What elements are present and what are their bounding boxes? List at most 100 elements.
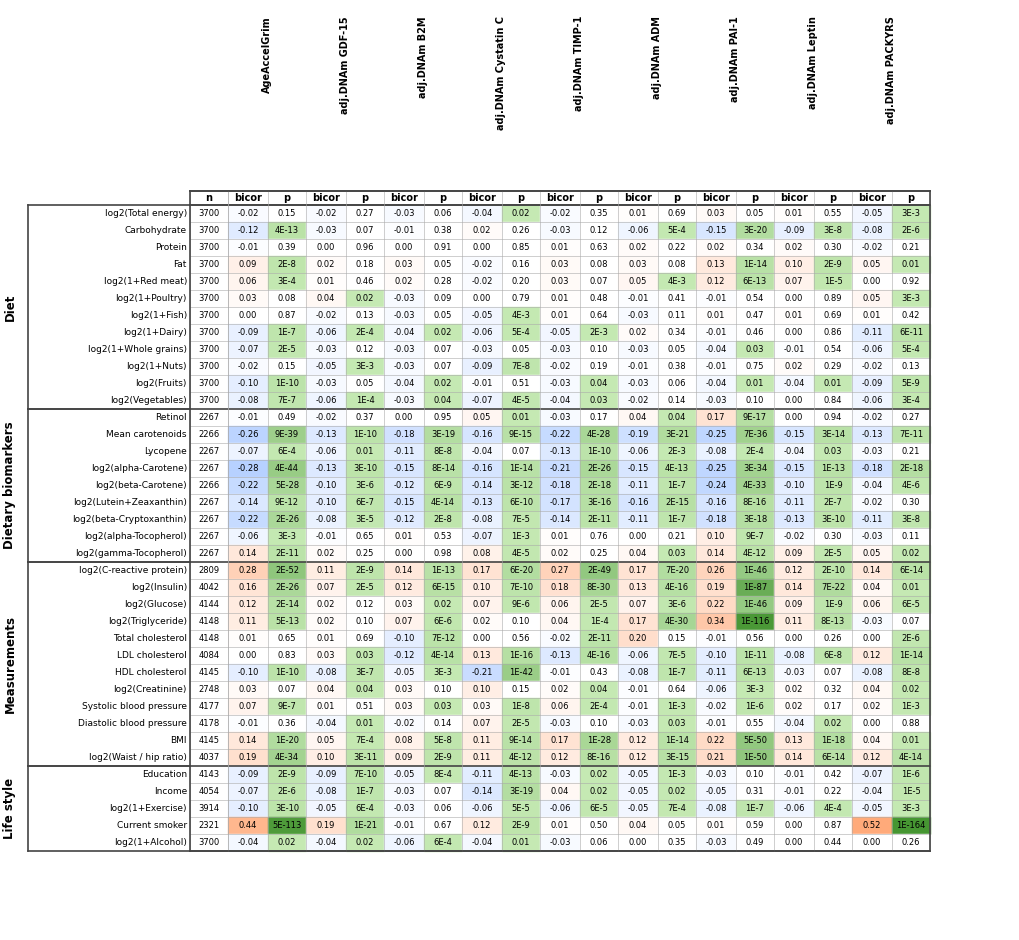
Text: 0.03: 0.03: [706, 209, 725, 218]
Bar: [462, 715, 501, 732]
Bar: [657, 732, 695, 749]
Text: 0.89: 0.89: [823, 294, 842, 303]
Text: -0.02: -0.02: [783, 532, 804, 541]
Text: 0.02: 0.02: [473, 617, 491, 626]
Text: 0.02: 0.02: [784, 243, 802, 252]
Bar: [306, 800, 345, 817]
Text: 8E-8: 8E-8: [901, 668, 919, 677]
Bar: [813, 324, 851, 341]
Bar: [773, 324, 813, 341]
Text: 4037: 4037: [198, 753, 219, 762]
Bar: [773, 460, 813, 477]
Text: 5E-113: 5E-113: [272, 821, 302, 830]
Bar: [736, 290, 773, 307]
Bar: [618, 613, 657, 630]
Bar: [501, 273, 539, 290]
Text: 0.22: 0.22: [823, 787, 842, 796]
Text: 0.00: 0.00: [862, 719, 880, 728]
Text: 0.02: 0.02: [901, 685, 919, 694]
Bar: [618, 375, 657, 392]
Bar: [424, 460, 462, 477]
Text: 0.94: 0.94: [823, 413, 842, 422]
Text: 0.43: 0.43: [589, 668, 607, 677]
Bar: [501, 324, 539, 341]
Text: 0.63: 0.63: [589, 243, 607, 252]
Text: 0.00: 0.00: [628, 532, 646, 541]
Text: 0.12: 0.12: [238, 600, 257, 609]
Text: 0.02: 0.02: [628, 328, 646, 337]
Text: -0.04: -0.04: [471, 209, 492, 218]
Bar: [228, 732, 268, 749]
Bar: [383, 290, 424, 307]
Text: 0.41: 0.41: [667, 294, 686, 303]
Text: 0.38: 0.38: [667, 362, 686, 371]
Bar: [424, 290, 462, 307]
Bar: [268, 392, 306, 409]
Bar: [892, 392, 929, 409]
Text: 0.00: 0.00: [473, 243, 491, 252]
Text: 4148: 4148: [199, 617, 219, 626]
Bar: [268, 375, 306, 392]
Text: 0.05: 0.05: [433, 260, 451, 269]
Bar: [813, 596, 851, 613]
Text: 0.87: 0.87: [823, 821, 842, 830]
Text: 4145: 4145: [199, 736, 219, 745]
Bar: [228, 647, 268, 664]
Text: -0.19: -0.19: [627, 430, 648, 439]
Text: -0.02: -0.02: [860, 243, 881, 252]
Text: 0.13: 0.13: [706, 260, 725, 269]
Text: 0.10: 0.10: [473, 685, 491, 694]
Text: 0.85: 0.85: [512, 243, 530, 252]
Text: 0.02: 0.02: [317, 260, 335, 269]
Text: 0.05: 0.05: [433, 311, 451, 320]
Bar: [773, 205, 813, 222]
Text: 0.38: 0.38: [433, 226, 451, 235]
Text: -0.02: -0.02: [860, 362, 881, 371]
Bar: [539, 205, 580, 222]
Text: bicor: bicor: [312, 193, 339, 203]
Bar: [657, 579, 695, 596]
Bar: [892, 783, 929, 800]
Bar: [580, 392, 618, 409]
Text: 0.50: 0.50: [589, 821, 607, 830]
Bar: [268, 732, 306, 749]
Bar: [539, 511, 580, 528]
Bar: [539, 630, 580, 647]
Bar: [501, 664, 539, 681]
Text: -0.05: -0.05: [315, 362, 336, 371]
Text: 4E-28: 4E-28: [586, 430, 610, 439]
Bar: [424, 698, 462, 715]
Text: 0.12: 0.12: [550, 753, 569, 762]
Text: 0.49: 0.49: [745, 838, 763, 847]
Text: -0.21: -0.21: [549, 464, 570, 473]
Text: 0.04: 0.04: [862, 583, 880, 592]
Bar: [539, 426, 580, 443]
Text: 0.12: 0.12: [589, 226, 607, 235]
Text: 0.03: 0.03: [667, 719, 686, 728]
Text: 3914: 3914: [199, 804, 219, 813]
Bar: [501, 358, 539, 375]
Text: 6E-8: 6E-8: [822, 651, 842, 660]
Bar: [424, 511, 462, 528]
Text: 0.00: 0.00: [784, 294, 802, 303]
Text: 0.02: 0.02: [823, 719, 842, 728]
Bar: [501, 528, 539, 545]
Text: bicor: bicor: [624, 193, 651, 203]
Bar: [306, 545, 345, 562]
Text: log2(C-reactive protein): log2(C-reactive protein): [78, 566, 186, 575]
Bar: [424, 307, 462, 324]
Bar: [736, 613, 773, 630]
Text: 0.00: 0.00: [784, 328, 802, 337]
Bar: [501, 834, 539, 851]
Bar: [539, 681, 580, 698]
Text: 4143: 4143: [199, 770, 219, 779]
Bar: [345, 409, 383, 426]
Bar: [580, 528, 618, 545]
Bar: [657, 681, 695, 698]
Bar: [345, 426, 383, 443]
Text: -0.21: -0.21: [471, 668, 492, 677]
Text: 1E-3: 1E-3: [512, 532, 530, 541]
Bar: [813, 545, 851, 562]
Text: 0.96: 0.96: [356, 243, 374, 252]
Bar: [501, 562, 539, 579]
